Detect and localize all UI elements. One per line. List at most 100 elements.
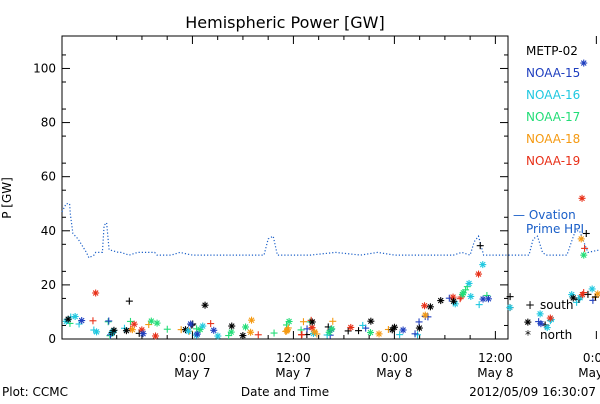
north-marker <box>546 314 554 322</box>
north-marker <box>437 297 445 305</box>
chart-title: Hemispheric Power [GW] <box>185 13 384 32</box>
marker-stroke <box>182 326 189 333</box>
marker-stroke <box>78 317 85 324</box>
marker-stroke <box>537 311 543 317</box>
north-marker <box>285 318 293 326</box>
south-marker <box>475 301 483 309</box>
south-marker <box>270 329 278 337</box>
north-marker <box>328 325 336 333</box>
legend-symbol-label-north: north <box>540 328 572 342</box>
marker-stroke <box>437 297 444 304</box>
north-marker <box>193 330 201 338</box>
marker-stroke <box>367 329 374 336</box>
marker-stroke <box>427 303 434 310</box>
north-marker <box>465 279 473 287</box>
marker-stroke <box>594 291 600 297</box>
north-marker <box>311 328 319 336</box>
marker-stroke <box>525 319 531 325</box>
marker-stroke <box>247 329 254 336</box>
legend-symbol-south: + <box>525 298 535 312</box>
marker-stroke <box>284 326 291 333</box>
marker-stroke <box>154 320 160 326</box>
marker-stroke <box>248 317 255 323</box>
legend-noaa-18: NOAA-18 <box>526 132 580 146</box>
south-marker <box>581 244 589 252</box>
x-tick-date-label: May 8 <box>376 366 412 380</box>
north-marker <box>421 311 429 319</box>
south-marker <box>329 317 337 325</box>
north-marker <box>147 317 155 325</box>
south-marker <box>355 327 363 335</box>
north-marker <box>284 326 292 334</box>
marker-stroke <box>421 302 428 309</box>
y-tick-label: 40 <box>41 224 56 238</box>
marker-stroke <box>450 298 457 305</box>
legend-symbol-label-south: south <box>540 298 574 312</box>
marker-stroke <box>589 286 595 292</box>
south-marker <box>297 331 305 339</box>
south-marker <box>476 242 484 250</box>
marker-stroke <box>568 291 575 298</box>
marker-stroke <box>538 320 544 327</box>
north-marker <box>367 317 375 325</box>
y-axis-label: P [GW] <box>0 177 14 219</box>
x-tick-date-label: May 7 <box>174 366 210 380</box>
x-tick-time-label: 12:00 <box>478 351 513 365</box>
north-marker <box>138 326 146 334</box>
marker-stroke <box>580 60 587 66</box>
marker-stroke <box>579 291 586 298</box>
south-marker <box>299 318 307 326</box>
marker-stroke <box>65 316 72 323</box>
marker-stroke <box>240 332 246 339</box>
x-tick-date-label: May 7 <box>275 366 311 380</box>
north-marker <box>64 315 72 323</box>
footer-timestamp: 2012/05/09 16:30:07 <box>469 385 596 399</box>
marker-stroke <box>72 313 78 320</box>
north-marker <box>228 322 236 330</box>
y-tick-label: 20 <box>41 278 56 292</box>
south-marker <box>411 330 419 338</box>
legend-ovation-label: — Ovation <box>513 208 576 222</box>
marker-stroke <box>309 319 316 325</box>
north-marker <box>227 328 235 336</box>
marker-stroke <box>148 318 155 324</box>
marker-stroke <box>328 325 335 332</box>
north-marker <box>110 326 118 334</box>
x-tick-time-label: 12:00 <box>276 351 311 365</box>
legend-metp-02: METP-02 <box>526 44 578 58</box>
marker-stroke <box>138 327 145 333</box>
south-marker <box>105 317 113 325</box>
north-marker <box>475 270 483 278</box>
marker-stroke <box>547 315 554 321</box>
marker-stroke <box>507 304 513 311</box>
north-marker <box>459 289 467 297</box>
south-marker <box>104 318 112 326</box>
south-marker <box>254 331 262 339</box>
north-marker <box>588 285 596 293</box>
north-marker <box>375 330 383 338</box>
north-marker <box>128 326 136 334</box>
north-marker <box>139 330 147 338</box>
footer-credit: Plot: CCMC <box>2 385 68 399</box>
north-marker <box>122 327 130 335</box>
south-marker <box>89 317 97 325</box>
south-marker <box>163 325 171 333</box>
north-marker <box>577 235 585 243</box>
north-marker <box>594 290 600 298</box>
marker-stroke <box>580 252 587 258</box>
north-marker <box>92 289 100 297</box>
y-tick-label: 80 <box>41 116 56 130</box>
north-marker <box>450 297 458 305</box>
marker-stroke <box>309 324 315 331</box>
x-tick-date-label: May 9 <box>578 366 600 380</box>
marker-stroke <box>185 328 192 334</box>
north-marker <box>184 327 192 335</box>
legend-ovation-label: Prime HPI <box>526 222 584 236</box>
north-marker <box>484 295 492 303</box>
north-marker <box>201 301 209 309</box>
marker-stroke <box>210 327 217 334</box>
north-marker <box>578 194 586 202</box>
marker-stroke <box>202 302 208 309</box>
